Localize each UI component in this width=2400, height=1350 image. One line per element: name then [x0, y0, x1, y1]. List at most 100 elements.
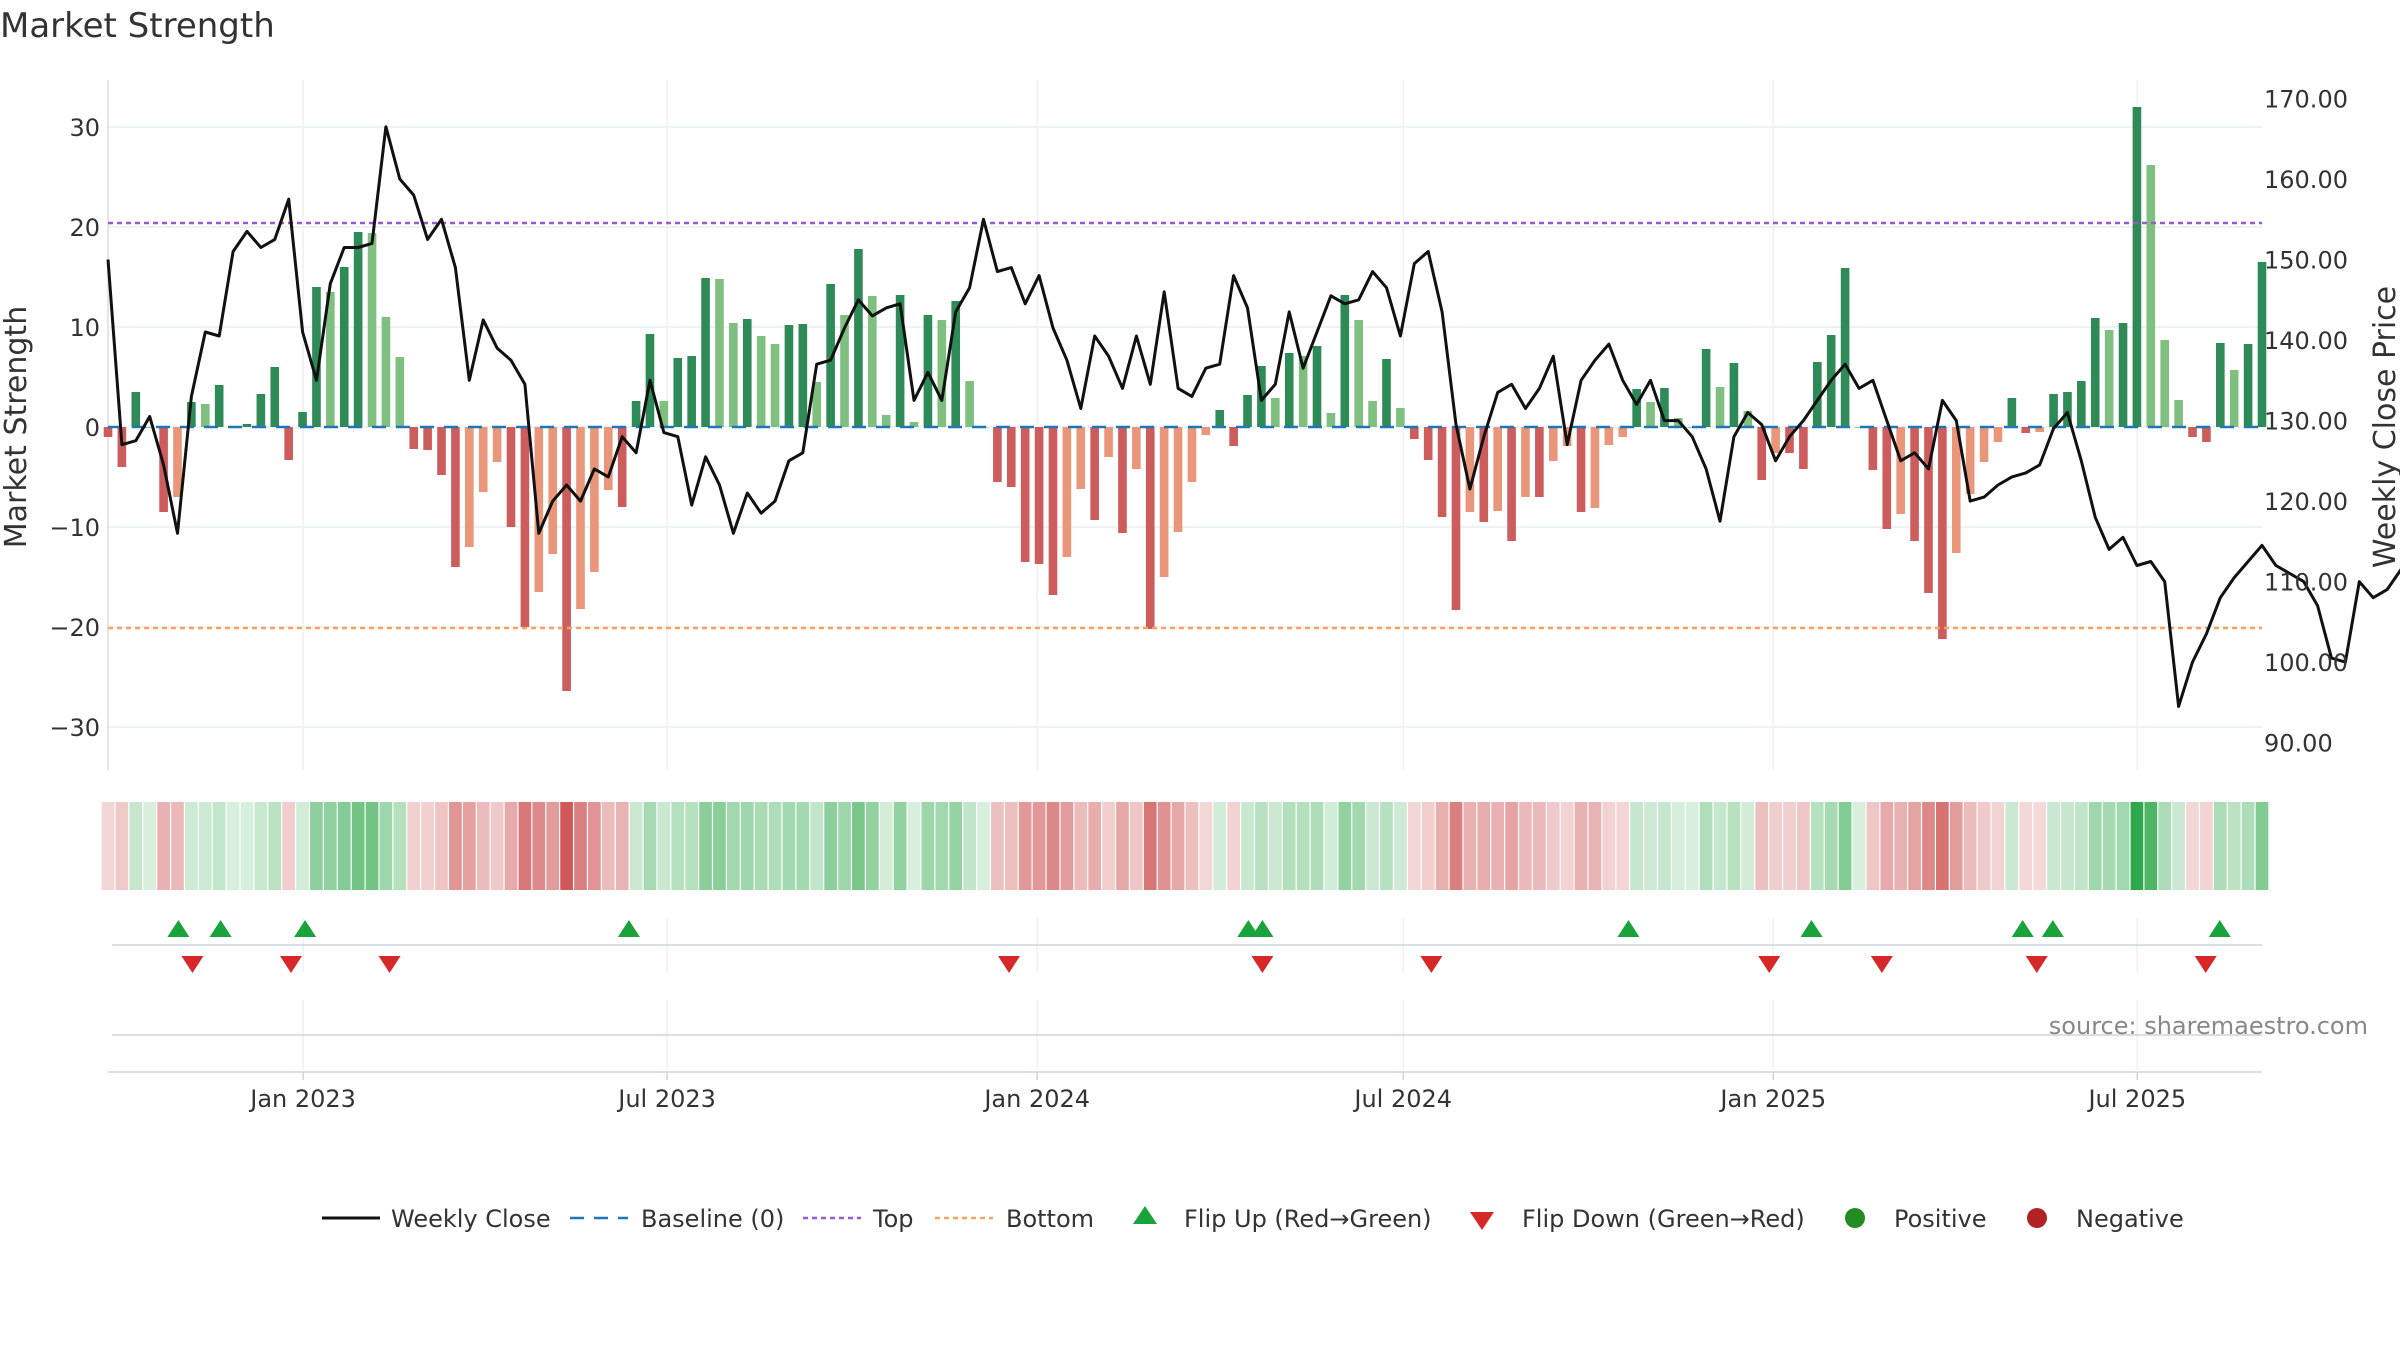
flip-up-marker [1237, 920, 1260, 937]
heat-cell [1797, 802, 1810, 890]
heat-cell [1407, 802, 1421, 890]
heat-cell [879, 802, 893, 890]
left-axis-ticks: 30 20 10 0 −10 −20 −30 [49, 114, 100, 742]
heat-cell [185, 802, 198, 890]
dot-panel [108, 1000, 2262, 1073]
legend-label-flip-down: Flip Down (Green→Red) [1522, 1205, 1805, 1233]
strength-bar [1896, 427, 1905, 514]
heat-cell [212, 802, 226, 890]
x-tick-label: Jul 2024 [1352, 1085, 1452, 1113]
heat-cell [1394, 802, 1407, 890]
heat-cell [1949, 802, 1963, 890]
x-tick-label: Jan 2024 [982, 1085, 1090, 1113]
weekly-close-line [106, 125, 2400, 708]
heat-cell [1533, 802, 1546, 890]
heat-cell [1644, 802, 1657, 890]
heat-cell [1463, 802, 1477, 890]
heat-cell [713, 802, 726, 890]
heat-cell [1838, 802, 1852, 890]
heat-cell [838, 802, 851, 890]
heat-cell [532, 802, 546, 890]
strength-bar [1229, 427, 1238, 446]
heat-cell [852, 802, 865, 890]
strength-bar [881, 415, 891, 427]
legend-swatch-negative [2027, 1208, 2047, 1228]
strength-bar [1993, 427, 2003, 442]
strength-bar [1271, 398, 1280, 427]
strength-bar [492, 427, 502, 462]
heat-cell [1102, 802, 1115, 890]
heat-cell [768, 802, 782, 890]
heat-cell [963, 802, 976, 890]
legend-item-bottom: Bottom [935, 1205, 1094, 1233]
strength-bar [1868, 427, 1878, 470]
left-tick-label: 10 [69, 314, 100, 342]
heat-cell [1713, 802, 1727, 890]
heat-cell [782, 802, 796, 890]
flip-down-marker [2194, 956, 2217, 973]
flip-up-marker [1251, 920, 1274, 937]
heat-cell [351, 802, 365, 890]
right-axis-ticks: 170.00 160.00 150.00 140.00 130.00 120.00 110.… [2264, 86, 2348, 758]
heat-cell [1074, 802, 1088, 890]
strength-bar [270, 367, 280, 427]
heat-cell [1630, 802, 1643, 890]
strength-bar [284, 427, 293, 460]
heat-cell [1894, 802, 1908, 890]
right-tick-label: 170.00 [2264, 86, 2348, 114]
legend-item-positive: Positive [1845, 1205, 1987, 1233]
strength-bar [339, 267, 349, 427]
heat-cell [1130, 802, 1143, 890]
heat-cell [1018, 802, 1032, 890]
legend-label-bottom: Bottom [1006, 1205, 1094, 1233]
strength-bar [603, 427, 613, 490]
heat-cell [337, 802, 351, 890]
heat-cell [2158, 802, 2172, 890]
heat-cell [1366, 802, 1379, 890]
heat-cell [129, 802, 143, 890]
strength-bar [326, 292, 335, 427]
strength-bar [1729, 363, 1739, 427]
legend-swatch-flip-down [1470, 1212, 1494, 1230]
heat-cell [1991, 802, 2005, 890]
heat-cell [2241, 802, 2255, 890]
strength-bar [2063, 392, 2072, 427]
strength-bar [1132, 427, 1141, 469]
heat-cell [1477, 802, 1491, 890]
heat-cell [1685, 802, 1699, 890]
strength-bar [1812, 362, 1822, 427]
heat-cell [2061, 802, 2074, 890]
heat-cell [2172, 802, 2185, 890]
x-tick-label: Jul 2023 [616, 1085, 716, 1113]
strength-bar [367, 233, 377, 427]
heat-cell [685, 802, 699, 890]
heat-cell [2255, 802, 2269, 890]
legend-swatch-positive [1845, 1208, 1865, 1228]
left-tick-label: −30 [49, 714, 100, 742]
heat-cell [449, 802, 462, 890]
strength-bar [1118, 427, 1127, 533]
heat-cell [2200, 802, 2213, 890]
flip-up-marker [1617, 920, 1640, 937]
legend-label-baseline: Baseline (0) [641, 1205, 784, 1233]
strength-bar [812, 382, 822, 427]
strength-bar [1145, 427, 1155, 629]
legend-label-weekly-close: Weekly Close [391, 1205, 551, 1233]
flip-down-marker [1420, 956, 1443, 973]
strength-bar [298, 412, 307, 427]
strength-bar [395, 357, 405, 427]
strength-bar [562, 427, 571, 691]
strength-bar [2118, 323, 2128, 427]
heat-cell [1241, 802, 1254, 890]
flip-down-marker [378, 956, 401, 973]
strength-bar [2146, 165, 2156, 427]
strength-bar [687, 356, 696, 427]
strength-bar [1284, 353, 1294, 427]
strength-bar [1020, 427, 1030, 562]
strength-bar [1201, 427, 1211, 435]
heat-cell [1519, 802, 1532, 890]
heat-cell [2227, 802, 2241, 890]
heat-cell [2186, 802, 2199, 890]
strength-bar [756, 336, 766, 427]
heat-cell [727, 802, 740, 890]
